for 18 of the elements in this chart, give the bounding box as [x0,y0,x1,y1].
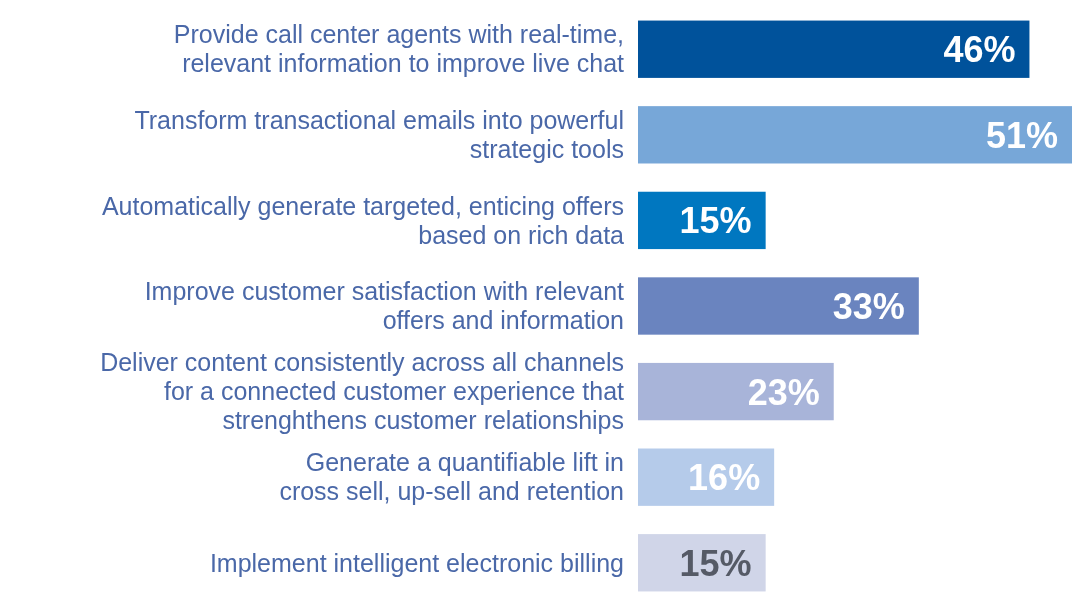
data-label: 16% [688,457,761,499]
y-tick-label: Deliver content consistently across all channels for a connected customer experience that strenghthens customer relationships [100,348,625,435]
y-tick-label: Generate a quantifiable lift in cross sell, up-sell and retention [279,448,624,506]
data-label: 46% [943,29,1016,71]
data-label: 33% [832,285,905,327]
bar [638,20,1030,78]
y-tick-label: Provide call center agents with real-time, relevant information to improve live chat [173,20,625,78]
y-tick-label: Automatically generate targeted, enticing offers based on rich data [101,191,625,249]
y-tick-label: Improve customer satisfaction with relevant offers and information [144,277,625,335]
bar [638,277,919,335]
y-tick-label: Transform transactional emails into powerful strategic tools [134,106,624,164]
bar [638,362,834,421]
data-label: 15% [679,200,752,242]
data-label: 23% [747,371,820,413]
y-tick-label: Implement intelligent electronic billing [209,548,624,577]
data-label: 51% [985,114,1058,156]
data-label: 15% [679,542,752,584]
bar [638,106,1072,164]
